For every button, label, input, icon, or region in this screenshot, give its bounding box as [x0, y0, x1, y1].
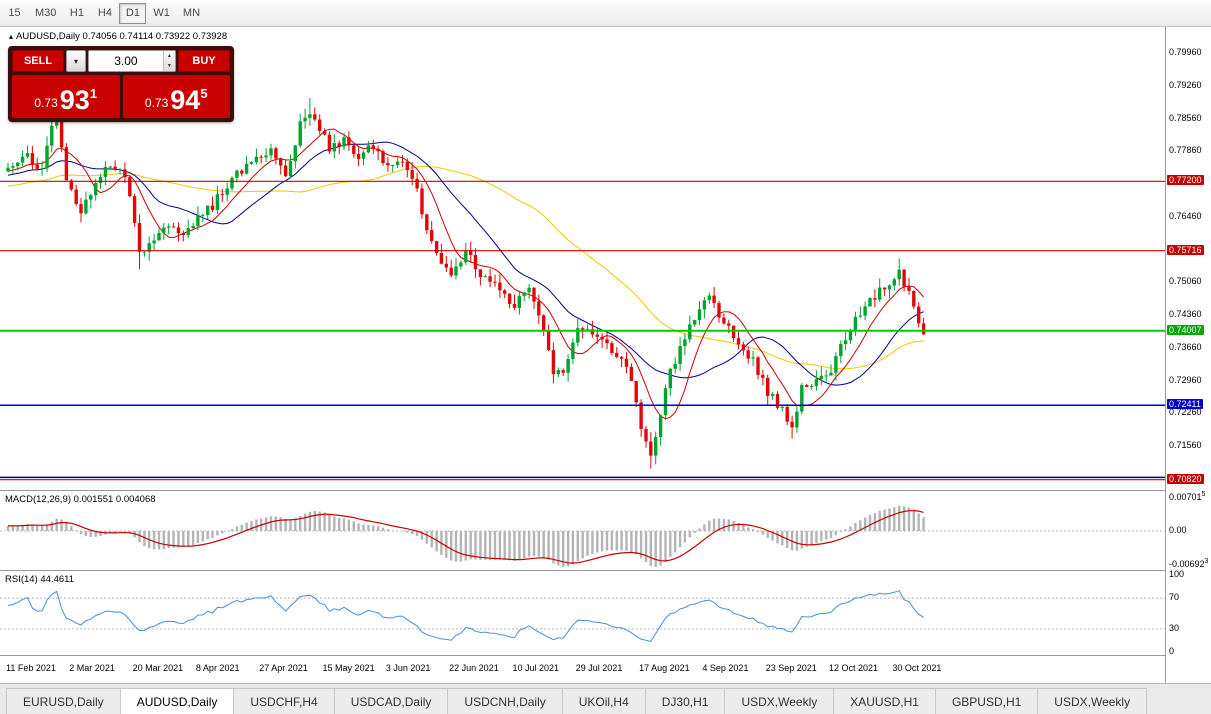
date-axis-label: 10 Jul 2021	[512, 663, 560, 673]
timeframe-button-mn[interactable]: MN	[177, 3, 206, 24]
bid-big-digits: 93	[59, 85, 90, 115]
date-axis-label: 27 Apr 2021	[259, 663, 308, 673]
date-axis-label: 22 Jun 2021	[449, 663, 499, 673]
volume-dropdown-button[interactable]: ▾	[66, 50, 86, 72]
date-axis-label: 29 Jul 2021	[575, 663, 623, 673]
price-level-badge: 0.70820	[1167, 473, 1204, 484]
price-axis-label: 0.78560	[1169, 112, 1202, 123]
spinner-up-icon[interactable]: ▴	[167, 53, 171, 59]
price-level-badge: 0.72411	[1167, 399, 1203, 410]
macd-axis-zero: 0.00	[1169, 525, 1187, 535]
date-axis-label: 12 Oct 2021	[829, 663, 879, 673]
date-axis-label: 2 Mar 2021	[69, 663, 115, 673]
rsi-axis-label: 30	[1169, 622, 1180, 633]
ask-big-digits: 94	[170, 85, 201, 115]
date-axis-label: 4 Sep 2021	[702, 663, 749, 673]
date-axis-label: 30 Oct 2021	[892, 663, 942, 673]
buy-button[interactable]: BUY	[178, 50, 230, 72]
chart-tab-audusd-daily[interactable]: AUDUSD,Daily	[119, 688, 235, 714]
rsi-axis-label: 70	[1169, 592, 1180, 603]
price-axis[interactable]: 0.79960 0.79260 0.78560 0.77860 0.76460 0.750…	[1165, 27, 1211, 683]
symbol-ohlc: 0.74056 0.74114 0.73922 0.73928	[82, 31, 228, 42]
macd-indicator-pane[interactable]: MACD(12,26,9) 0.001551 0.004068	[0, 490, 1165, 570]
timeframe-button-w1[interactable]: W1	[147, 3, 176, 24]
date-axis-label: 23 Sep 2021	[765, 663, 817, 673]
timeframe-toolbar: 15 M30 H1 H4 D1 W1 MN	[0, 0, 1211, 27]
price-axis-label: 0.71560	[1169, 440, 1202, 451]
macd-chart[interactable]	[0, 491, 1165, 570]
spinner-down-icon[interactable]: ▾	[167, 63, 171, 69]
chart-tab-dj30-h1[interactable]: DJ30,H1	[644, 688, 726, 714]
macd-axis-bottom: -0.006923	[1169, 558, 1209, 570]
price-axis-label: 0.73660	[1169, 341, 1202, 352]
date-axis-label: 3 Jun 2021	[385, 663, 431, 673]
date-axis-label: 8 Apr 2021	[195, 663, 240, 673]
chart-tab-usdx-weekly[interactable]: USDX,Weekly	[724, 688, 835, 714]
bid-price[interactable]: 0.73 93 1	[12, 75, 120, 118]
timeframe-button-d1[interactable]: D1	[119, 2, 147, 24]
date-axis-label: 11 Feb 2021	[6, 663, 56, 673]
price-level-badge: 0.74007	[1167, 324, 1204, 335]
symbol-header: ▴ AUDUSD,Daily 0.74056 0.74114 0.73922 0.…	[9, 31, 227, 42]
price-axis-label: 0.79260	[1169, 79, 1202, 90]
rsi-chart[interactable]	[0, 571, 1165, 655]
chart-tab-usdchf-h4[interactable]: USDCHF,H4	[233, 688, 335, 714]
chart-tab-usdcad-daily[interactable]: USDCAD,Daily	[333, 688, 449, 714]
price-axis-label: 0.76460	[1169, 210, 1202, 221]
symbol-name: AUDUSD,Daily	[16, 31, 80, 42]
timeframe-button-m30[interactable]: M30	[29, 3, 62, 24]
volume-stepper[interactable]: ▴ ▾	[162, 51, 175, 71]
ask-prefix: 0.73	[144, 96, 169, 110]
chart-tab-gbpusd-h1[interactable]: GBPUSD,H1	[934, 688, 1039, 714]
rsi-axis-label: 100	[1169, 569, 1185, 579]
chart-window: ▴ AUDUSD,Daily 0.74056 0.74114 0.73922 0.…	[0, 27, 1211, 683]
price-axis-label: 0.72960	[1169, 374, 1202, 385]
price-axis-label: 0.74360	[1169, 309, 1202, 320]
macd-axis-top: 0.007015	[1169, 491, 1206, 503]
rsi-axis-label: 0	[1169, 646, 1175, 656]
price-axis-label: 0.75060	[1169, 276, 1202, 287]
timeframe-button-h1[interactable]: H1	[63, 3, 90, 24]
price-axis-label: 0.72260	[1169, 407, 1202, 418]
rsi-label: RSI(14) 44.4611	[5, 574, 75, 585]
date-axis-label: 20 Mar 2021	[132, 663, 184, 673]
ask-pip-digit: 5	[200, 86, 208, 101]
chart-marker-icon: ▴	[9, 32, 14, 41]
chart-tab-ukoil-h4[interactable]: UKOil,H4	[561, 688, 646, 714]
timeframe-button-h4[interactable]: H4	[91, 3, 118, 24]
ask-price[interactable]: 0.73 94 5	[122, 75, 230, 118]
date-axis-label: 15 May 2021	[322, 663, 375, 673]
rsi-indicator-pane[interactable]: RSI(14) 44.4611	[0, 570, 1165, 655]
chart-tab-bar: EURUSD,Daily AUDUSD,Daily USDCHF,H4 USDCAD,…	[0, 683, 1211, 714]
bid-pip-digit: 1	[89, 86, 98, 101]
date-axis-label: 17 Aug 2021	[639, 663, 690, 673]
price-axis-label: 0.77860	[1169, 145, 1202, 156]
main-chart-pane[interactable]: ▴ AUDUSD,Daily 0.74056 0.74114 0.73922 0.…	[0, 27, 1165, 490]
date-axis[interactable]: 11 Feb 2021 2 Mar 2021 20 Mar 2021 8 Apr 20…	[0, 655, 1165, 683]
candlestick-chart[interactable]	[0, 27, 1165, 490]
price-axis-label: 0.79960	[1169, 47, 1202, 58]
chart-tab-usdcnh-daily[interactable]: USDCNH,Daily	[447, 688, 563, 714]
chart-tab-usdx-weekly[interactable]: USDX,Weekly	[1037, 688, 1148, 714]
trade-prices-row: 0.73 93 1 0.73 94 5	[12, 75, 230, 118]
macd-label: MACD(12,26,9) 0.001551 0.004068	[5, 494, 156, 505]
sell-button[interactable]: SELL	[12, 50, 64, 72]
timeframe-button-15[interactable]: 15	[1, 3, 28, 24]
chevron-down-icon: ▾	[73, 56, 78, 66]
bid-prefix: 0.73	[34, 96, 58, 110]
price-level-badge: 0.77200	[1167, 175, 1204, 186]
volume-field: ▴▾	[88, 50, 176, 72]
chart-tab-eurusd-daily[interactable]: EURUSD,Daily	[6, 688, 121, 714]
volume-input[interactable]	[89, 51, 163, 71]
price-level-badge: 0.75716	[1167, 244, 1204, 255]
chart-tab-xauusd-h1[interactable]: XAUUSD,H1	[833, 688, 936, 714]
trade-controls-row: SELL ▾ ▴▾ BUY	[12, 50, 230, 72]
